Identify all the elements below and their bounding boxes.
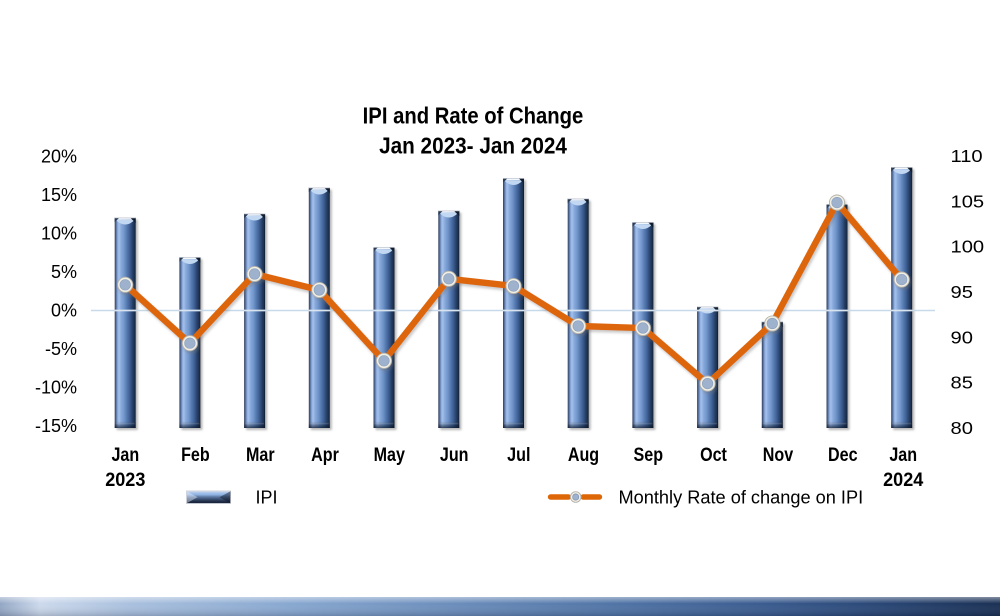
svg-text:95: 95: [951, 283, 973, 303]
svg-text:Oct: Oct: [700, 444, 727, 466]
svg-text:80: 80: [951, 419, 973, 439]
svg-text:Monthly Rate of change on IPI: Monthly Rate of change on IPI: [619, 488, 864, 508]
svg-text:-10%: -10%: [35, 377, 77, 397]
svg-text:110: 110: [951, 147, 983, 167]
svg-text:90: 90: [951, 328, 973, 348]
svg-text:105: 105: [951, 192, 985, 212]
svg-text:20%: 20%: [41, 147, 77, 167]
svg-text:Feb: Feb: [181, 444, 210, 466]
svg-text:Sep: Sep: [634, 444, 664, 466]
svg-text:2024: 2024: [883, 468, 924, 490]
svg-text:Dec: Dec: [828, 444, 858, 466]
svg-text:IPI and Rate of Change: IPI and Rate of Change: [363, 102, 584, 129]
svg-text:0%: 0%: [51, 300, 77, 320]
svg-text:15%: 15%: [41, 185, 77, 205]
svg-text:-15%: -15%: [35, 416, 77, 436]
svg-text:Jul: Jul: [507, 444, 530, 466]
svg-text:Apr: Apr: [311, 444, 339, 466]
svg-text:Jan: Jan: [889, 444, 917, 466]
svg-text:85: 85: [951, 374, 973, 394]
svg-text:Aug: Aug: [568, 444, 599, 466]
svg-text:5%: 5%: [51, 262, 77, 282]
svg-text:Nov: Nov: [763, 444, 793, 466]
svg-text:IPI: IPI: [256, 488, 278, 508]
svg-text:10%: 10%: [41, 224, 77, 244]
svg-text:-5%: -5%: [45, 339, 77, 359]
svg-text:Jun: Jun: [440, 444, 469, 466]
svg-text:Jan: Jan: [111, 444, 139, 466]
svg-text:100: 100: [951, 238, 985, 258]
svg-text:Jan 2023- Jan 2024: Jan 2023- Jan 2024: [379, 132, 568, 158]
svg-text:May: May: [374, 444, 405, 466]
svg-text:2023: 2023: [105, 468, 145, 490]
svg-text:Mar: Mar: [246, 444, 275, 466]
